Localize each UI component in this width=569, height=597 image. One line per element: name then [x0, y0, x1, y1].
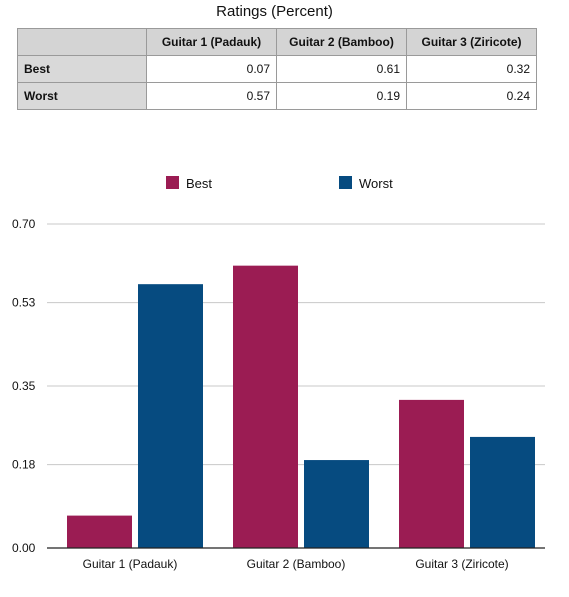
y-tick-label: 0.53: [12, 296, 36, 310]
ratings-table: Guitar 1 (Padauk) Guitar 2 (Bamboo) Guit…: [17, 28, 537, 110]
bar-worst-3: [470, 436, 535, 548]
row-header-worst: Worst: [17, 82, 147, 110]
table-title: Ratings (Percent): [216, 3, 333, 20]
legend-swatch-worst: [339, 176, 352, 189]
y-tick-label: 0.70: [12, 217, 36, 231]
x-category-label: Guitar 1 (Padauk): [83, 557, 178, 571]
cell-best-guitar-2: 0.61: [276, 55, 407, 83]
y-tick-label: 0.18: [12, 458, 36, 472]
legend-label-best: Best: [186, 176, 212, 191]
cell-worst-guitar-3: 0.24: [406, 82, 537, 110]
y-tick-label: 0.00: [12, 541, 36, 555]
y-tick-label: 0.35: [12, 379, 36, 393]
cell-best-guitar-1: 0.07: [146, 55, 277, 83]
x-category-label: Guitar 2 (Bamboo): [247, 557, 346, 571]
legend-label-worst: Worst: [359, 176, 393, 191]
x-category-label: Guitar 3 (Ziricote): [415, 557, 508, 571]
table-header-row: Guitar 1 (Padauk) Guitar 2 (Bamboo) Guit…: [17, 28, 537, 56]
column-header-guitar-3: Guitar 3 (Ziricote): [406, 28, 537, 56]
cell-worst-guitar-2: 0.19: [276, 82, 407, 110]
bar-best-2: [233, 265, 298, 548]
table-row-worst: Worst 0.57 0.19 0.24: [17, 82, 537, 110]
bar-worst-2: [304, 460, 369, 548]
cell-best-guitar-3: 0.32: [406, 55, 537, 83]
bar-best-1: [67, 515, 132, 548]
row-header-best: Best: [17, 55, 147, 83]
cell-worst-guitar-1: 0.57: [146, 82, 277, 110]
bar-worst-1: [138, 284, 203, 548]
bar-best-3: [399, 399, 464, 548]
legend-swatch-best: [166, 176, 179, 189]
table-row-best: Best 0.07 0.61 0.32: [17, 55, 537, 83]
